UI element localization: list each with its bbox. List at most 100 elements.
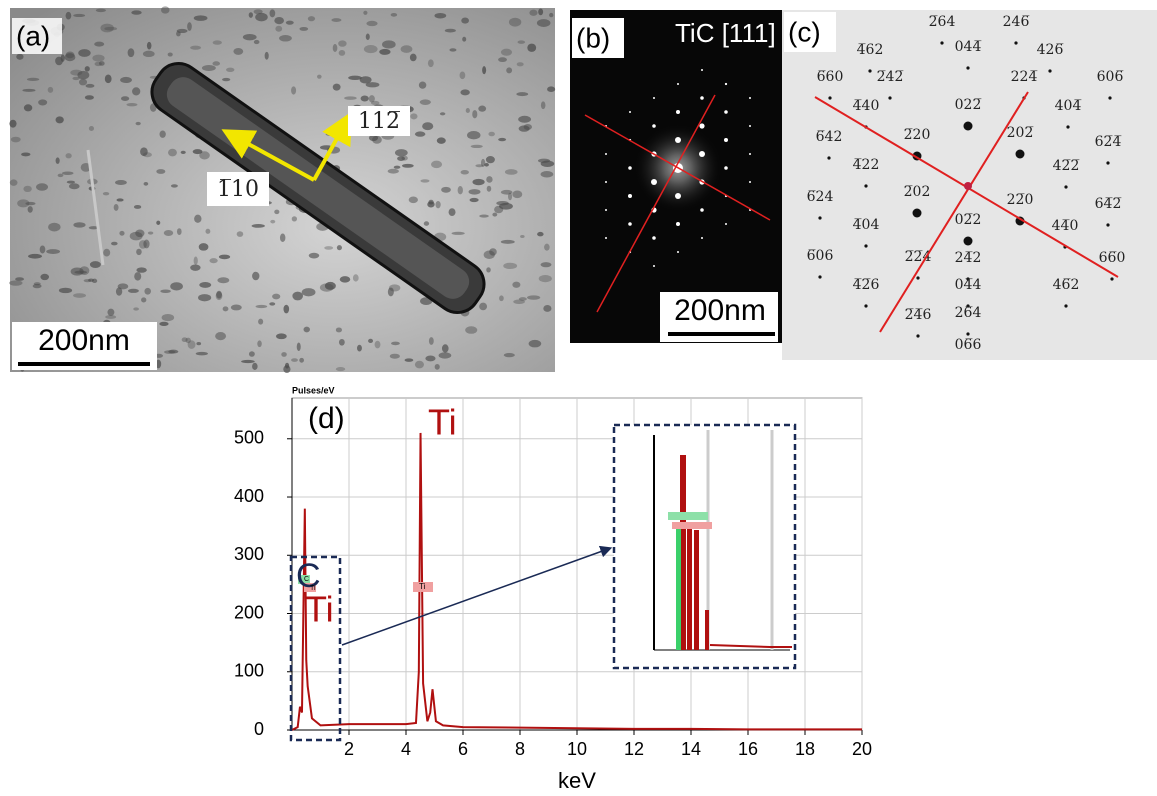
speckle	[190, 264, 201, 271]
speckle	[285, 20, 294, 25]
annotation: Ti	[428, 402, 457, 443]
speckle	[94, 61, 102, 67]
speckle	[397, 156, 405, 161]
speckle	[78, 49, 91, 57]
speckle	[134, 272, 142, 281]
speckle	[331, 18, 342, 22]
speckle	[339, 276, 351, 283]
speckle	[190, 45, 202, 50]
spot-index: 4̅04	[853, 217, 880, 233]
speckle	[500, 239, 515, 244]
spot	[1106, 161, 1110, 165]
speckle	[441, 344, 449, 353]
spot	[828, 96, 832, 100]
speckle	[352, 274, 359, 282]
speckle	[520, 234, 525, 239]
arrow	[312, 111, 352, 181]
speckle	[233, 47, 244, 55]
speckle	[480, 158, 486, 167]
speckle	[484, 162, 489, 167]
y-tick-label: 400	[234, 486, 264, 506]
center-spot	[964, 182, 972, 190]
spot	[699, 123, 705, 129]
speckle	[374, 340, 381, 349]
speckle	[517, 40, 526, 44]
speckle	[324, 246, 334, 250]
speckle	[94, 41, 105, 47]
speckle	[500, 189, 513, 195]
speckle	[255, 12, 268, 22]
speckle	[65, 51, 75, 59]
spot	[864, 184, 868, 188]
x-tick-label: 4	[401, 739, 411, 759]
speckle	[251, 224, 265, 228]
speckle	[21, 152, 31, 157]
peak-tag	[304, 583, 316, 592]
spot	[675, 137, 681, 143]
speckle	[529, 9, 538, 16]
speckle	[147, 231, 154, 235]
label-box	[12, 18, 62, 54]
speckle	[470, 144, 483, 149]
spot	[629, 111, 631, 113]
speckle	[92, 54, 105, 62]
speckle	[270, 219, 276, 224]
speckle	[253, 39, 260, 45]
speckle	[482, 66, 487, 75]
speckle	[518, 125, 530, 132]
speckle	[102, 192, 110, 196]
spot-index: 6̅24	[807, 189, 834, 205]
speckle	[419, 99, 431, 105]
spot	[701, 237, 703, 239]
spot-index: 2̅42̅	[877, 69, 904, 85]
x-tick-label: 16	[738, 739, 758, 759]
speckle	[279, 233, 286, 242]
speckle	[460, 169, 469, 175]
speckle	[167, 52, 173, 57]
speckle	[338, 49, 346, 56]
spot-index: 42̅2̅	[1053, 158, 1080, 174]
speckle	[159, 321, 169, 326]
speckle	[444, 28, 456, 33]
speckle	[547, 86, 556, 92]
speckle	[307, 16, 316, 22]
spot-index: 2̅02	[904, 184, 931, 200]
feature	[86, 149, 105, 266]
speckle	[449, 48, 457, 52]
speckle	[70, 267, 84, 276]
speckle	[156, 169, 166, 174]
speckle	[348, 75, 362, 81]
inset	[612, 423, 797, 670]
x-axis-label: keV	[558, 768, 596, 793]
label-box	[784, 12, 836, 52]
spot	[749, 125, 751, 127]
spot-index: 6̅06	[807, 248, 834, 264]
speckle	[159, 130, 166, 138]
speckle	[146, 41, 152, 50]
speckle	[131, 10, 142, 15]
speckle	[9, 179, 18, 186]
spot	[818, 216, 822, 220]
x-tick-label: 2	[344, 739, 354, 759]
spot	[628, 222, 632, 226]
speckle	[17, 199, 30, 208]
speckle	[275, 25, 283, 32]
spot	[888, 96, 892, 100]
speckle	[143, 181, 149, 186]
speckle	[423, 221, 430, 226]
spot	[1108, 96, 1112, 100]
speckle	[451, 231, 465, 235]
speckle	[296, 342, 301, 352]
speckle	[23, 104, 33, 112]
speckle	[540, 101, 546, 110]
speckle	[222, 306, 229, 312]
spot	[628, 194, 632, 198]
speckle	[486, 176, 493, 183]
spot-index: 4̅2̅6	[853, 277, 880, 293]
speckle	[98, 61, 105, 66]
speckle	[324, 281, 336, 290]
speckle	[372, 135, 382, 144]
speckle	[48, 222, 61, 232]
speckle	[409, 53, 417, 62]
